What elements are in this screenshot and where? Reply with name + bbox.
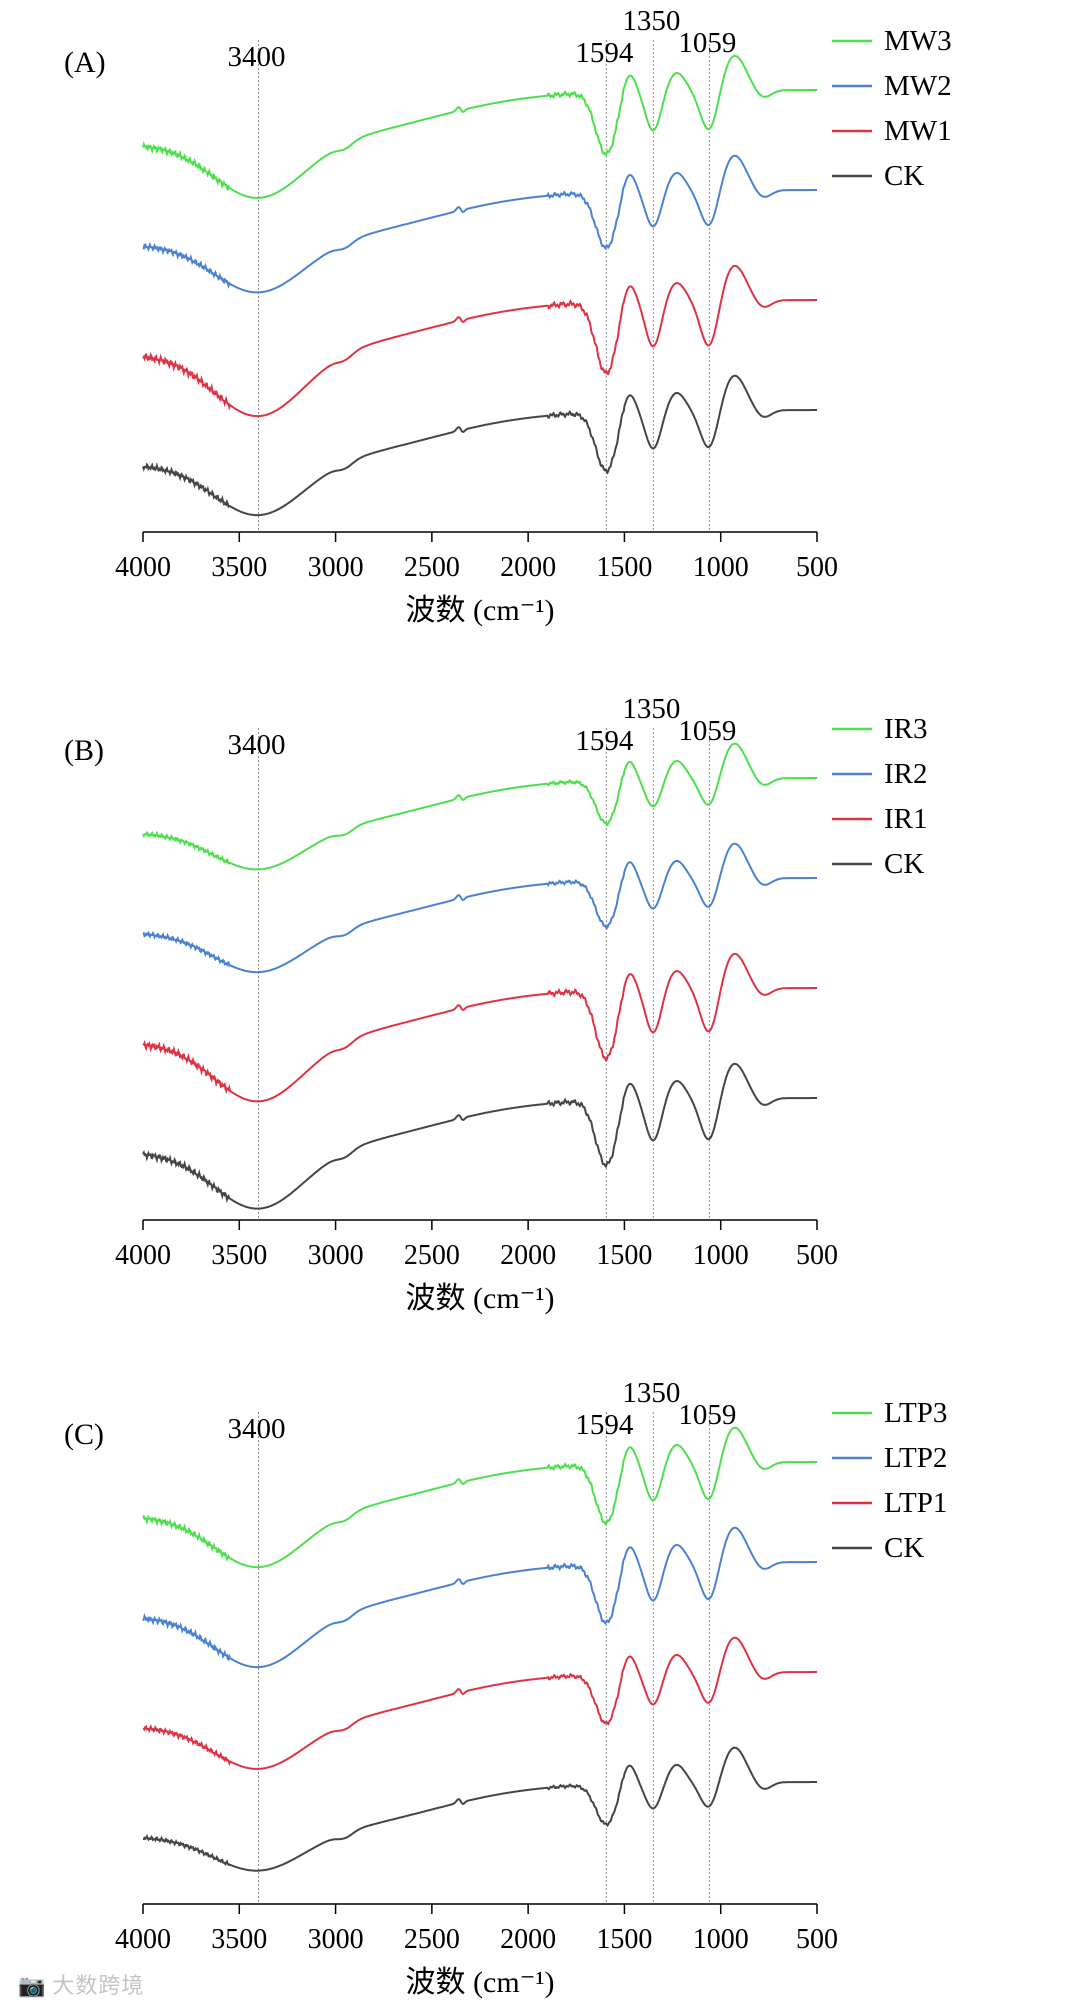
x-tick-label: 4000 [115, 1240, 171, 1271]
series-line-ir2 [142, 842, 817, 974]
series-line-ck [142, 374, 817, 517]
x-tick-label: 2000 [500, 1240, 556, 1271]
x-tick-label: 4000 [115, 552, 171, 583]
x-axis-label: 波数 (cm⁻¹) [406, 1966, 555, 1999]
x-tick-label: 3000 [308, 1240, 364, 1271]
series-line-ltp2 [142, 1526, 817, 1669]
guide-label-3400: 3400 [228, 729, 286, 761]
guide-label-1594: 1594 [575, 1409, 634, 1441]
series-line-mw1 [142, 264, 817, 418]
panel-label: (A) [64, 46, 106, 79]
x-tick-label: 500 [796, 552, 838, 583]
legend-label-mw1: MW1 [884, 115, 952, 147]
legend-label-ltp1: LTP1 [884, 1487, 947, 1519]
legend-label-ltp3: LTP3 [884, 1397, 947, 1429]
legend-label-mw3: MW3 [884, 25, 952, 57]
x-tick-label: 2500 [404, 1924, 460, 1955]
series-line-ck [142, 1062, 817, 1210]
guide-label-1594: 1594 [575, 725, 634, 757]
x-tick-label: 3000 [308, 1924, 364, 1955]
x-tick-label: 2500 [404, 552, 460, 583]
series-line-ltp1 [142, 1636, 817, 1770]
legend-label-mw2: MW2 [884, 70, 952, 102]
series-line-ltp3 [142, 1426, 817, 1569]
panel-label: (C) [64, 1418, 104, 1451]
guide-label-1350: 1350 [622, 5, 680, 37]
guide-label-1059: 1059 [678, 27, 736, 59]
x-tick-label: 3500 [211, 1924, 267, 1955]
legend-label-ir1: IR1 [884, 803, 928, 835]
guide-label-3400: 3400 [228, 1413, 286, 1445]
guide-label-1059: 1059 [678, 1399, 736, 1431]
guide-label-1059: 1059 [678, 715, 736, 747]
legend-label-ck: CK [884, 1532, 924, 1564]
series-line-ck [142, 1746, 817, 1872]
guide-label-1350: 1350 [622, 1377, 680, 1409]
guide-label-1594: 1594 [575, 37, 634, 69]
x-tick-label: 3500 [211, 552, 267, 583]
series-line-mw3 [142, 54, 817, 199]
legend-label-ck: CK [884, 160, 924, 192]
x-tick-label: 1500 [596, 1924, 652, 1955]
x-tick-label: 4000 [115, 1924, 171, 1955]
panel-label: (B) [64, 734, 104, 767]
series-line-ir1 [142, 952, 817, 1103]
x-tick-label: 2000 [500, 1924, 556, 1955]
x-axis-label: 波数 (cm⁻¹) [406, 594, 555, 627]
guide-label-3400: 3400 [228, 41, 286, 73]
x-axis-label: 波数 (cm⁻¹) [406, 1282, 555, 1315]
watermark-text: 大数跨境 [52, 1974, 145, 1999]
legend-label-ir3: IR3 [884, 713, 928, 745]
x-tick-label: 500 [796, 1240, 838, 1271]
x-tick-label: 1500 [596, 1240, 652, 1271]
x-tick-label: 2500 [404, 1240, 460, 1271]
series-line-mw2 [142, 154, 817, 294]
camera-logo-icon: 📷 [18, 1974, 47, 1999]
watermark: 📷 大数跨境 [18, 1968, 144, 2000]
guide-label-1350: 1350 [622, 693, 680, 725]
x-tick-label: 1000 [693, 1924, 749, 1955]
x-tick-label: 1500 [596, 552, 652, 583]
x-tick-label: 3000 [308, 552, 364, 583]
x-tick-label: 3500 [211, 1240, 267, 1271]
legend-label-ck: CK [884, 848, 924, 880]
legend-label-ir2: IR2 [884, 758, 928, 790]
x-tick-label: 2000 [500, 552, 556, 583]
x-tick-label: 1000 [693, 1240, 749, 1271]
x-tick-label: 500 [796, 1924, 838, 1955]
x-tick-label: 1000 [693, 552, 749, 583]
legend-label-ltp2: LTP2 [884, 1442, 947, 1474]
series-line-ir3 [142, 742, 817, 871]
